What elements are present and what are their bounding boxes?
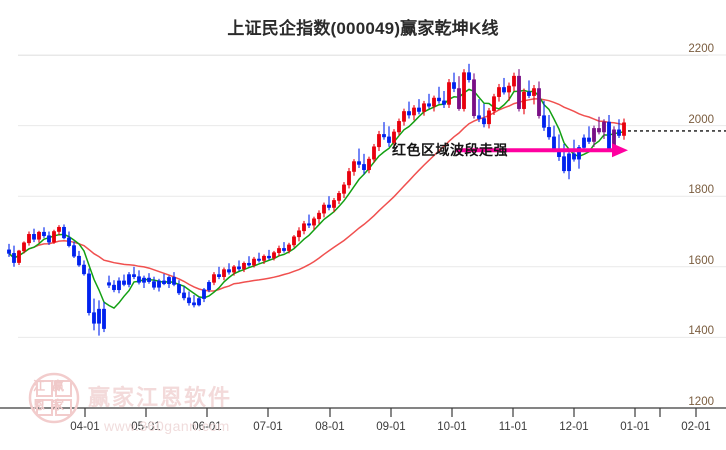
- seal-char-1: 赢: [51, 379, 64, 393]
- x-tick-label: 08-01: [315, 421, 345, 433]
- ma-long-line: [8, 98, 625, 292]
- watermark-url: www.360gann.com: [104, 418, 230, 434]
- seal-char-3: 家: [51, 398, 64, 412]
- y-tick-label: 1200: [688, 396, 714, 408]
- watermark-seal-icon: 江 赢 恩 家: [28, 372, 80, 424]
- annotation-overlay: [456, 130, 726, 158]
- y-tick-label: 1800: [688, 184, 714, 197]
- x-tick-label: 12-01: [559, 421, 589, 433]
- chart-title: 上证民企指数(000049)赢家乾坤K线: [227, 19, 499, 38]
- y-tick-label: 1600: [688, 254, 714, 267]
- x-tick-label: 05-01: [131, 421, 161, 433]
- y-tick-label: 2200: [688, 43, 714, 55]
- ma-short-line: [8, 88, 625, 310]
- x-tick-label: 09-01: [376, 421, 406, 433]
- y-tick-label: 2000: [688, 113, 714, 126]
- y-tick-label: 1400: [688, 325, 714, 338]
- axis-lines-and-ticks: [0, 407, 726, 417]
- gridlines: [18, 54, 726, 409]
- x-tick-label: 11-01: [498, 421, 528, 433]
- seal-char-2: 恩: [32, 398, 45, 412]
- x-tick-label: 04-01: [70, 421, 100, 433]
- annotation-label: 红色区域波段走强: [392, 142, 508, 159]
- x-tick-label: 02-01: [681, 421, 711, 433]
- x-tick-label: 01-01: [620, 421, 650, 433]
- seal-char-0: 江: [32, 379, 45, 393]
- candlestick-series: [7, 63, 626, 336]
- x-tick-label: 07-01: [253, 421, 283, 433]
- x-tick-label: 10-01: [437, 421, 467, 433]
- watermark-brand: 赢家江恩软件: [88, 385, 233, 410]
- x-tick-label: 06-01: [192, 421, 222, 433]
